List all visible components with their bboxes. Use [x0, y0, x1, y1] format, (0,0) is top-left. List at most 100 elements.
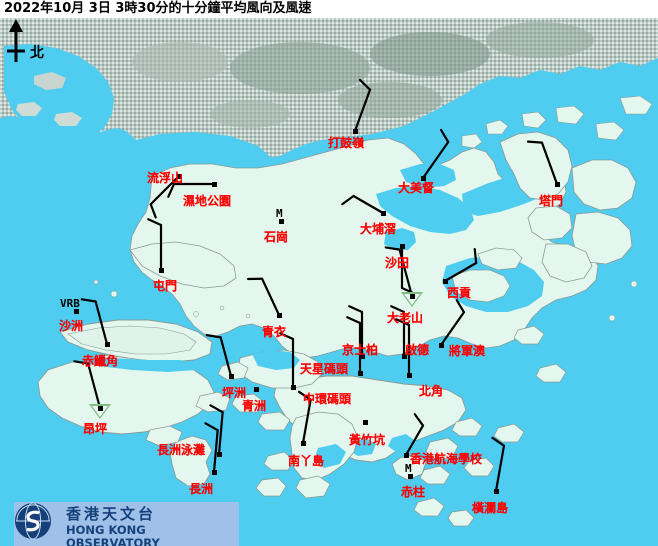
station-marker-dot	[402, 354, 407, 359]
station-marker-dot	[421, 176, 426, 181]
station-marker-dot	[404, 453, 409, 458]
station-label: 赤柱	[401, 485, 426, 499]
station-marker-dot	[229, 374, 234, 379]
station-marker-dot	[98, 406, 103, 411]
wind-barb	[167, 182, 216, 198]
station-wind-flag-m: M	[405, 462, 412, 475]
station-marker-dot	[74, 309, 79, 314]
wind-barb	[147, 218, 163, 272]
wind-barb	[346, 316, 362, 375]
station-wind-flag-m: M	[276, 207, 283, 220]
wind-barb	[404, 413, 425, 457]
wind-barb	[384, 246, 414, 298]
wind-barb	[80, 298, 109, 346]
station-label: 大埔滘	[360, 222, 397, 236]
station-marker-dot	[105, 342, 110, 347]
station-label: 西貢	[447, 286, 472, 300]
station-label: 坪洲	[222, 386, 247, 400]
station-label: 青洲	[242, 399, 267, 413]
hko-logo: 香港天文台 HONG KONG OBSERVATORY	[14, 502, 239, 546]
station-marker-dot	[353, 129, 358, 134]
station-label: 京士柏	[342, 343, 379, 357]
station-marker-dot	[407, 373, 412, 378]
station-label: 長洲	[189, 482, 214, 496]
station-marker-dot	[212, 470, 217, 475]
station-marker-dot	[439, 343, 444, 348]
wind-barb-layer	[73, 78, 559, 493]
station-label: 大老山	[387, 311, 424, 325]
wind-barb	[395, 318, 411, 377]
station-label: 黃竹坑	[349, 433, 386, 447]
wind-barb	[246, 277, 281, 317]
station-label: 赤鱲角	[82, 354, 119, 368]
station-label: 大美督	[398, 181, 435, 195]
station-elevation-triangle-inner	[404, 294, 420, 305]
station-label: 北角	[419, 384, 444, 398]
wind-barb	[526, 140, 559, 186]
station-label: 中環碼頭	[303, 392, 352, 406]
wind-barb	[491, 436, 506, 493]
map-geometry	[0, 18, 658, 546]
station-marker-dot	[277, 313, 282, 318]
station-marker-dot	[279, 219, 284, 224]
wind-barb	[297, 390, 312, 445]
wind-barb	[353, 78, 372, 133]
wind-barb	[341, 194, 385, 215]
station-label: 將軍澳	[449, 344, 486, 358]
station-elevation-triangle-inner	[92, 406, 108, 417]
wind-barb	[149, 174, 181, 219]
station-marker-dot	[177, 174, 182, 179]
station-label: 橫瀾島	[472, 501, 509, 515]
station-label: 沙田	[385, 256, 410, 270]
wind-barb	[348, 305, 364, 358]
wind-barb	[421, 128, 450, 180]
station-marker-dot	[212, 182, 217, 187]
station-wind-flag-vrb: VRB	[60, 297, 80, 310]
station-label: 石崗	[264, 230, 289, 244]
wind-barb	[443, 247, 478, 283]
station-label: 沙洲	[59, 319, 84, 333]
wind-barb	[205, 334, 233, 378]
wind-barb	[279, 332, 295, 389]
north-arrow-icon	[7, 19, 25, 62]
station-label: 香港航海學校	[410, 452, 483, 466]
hko-logo-icon	[14, 502, 52, 540]
station-label: 長洲泳灘	[157, 443, 206, 457]
station-label: 昂坪	[83, 422, 108, 436]
station-label: 屯門	[153, 279, 178, 293]
station-marker-dot	[410, 294, 415, 299]
logo-chinese-text: 香港天文台	[66, 505, 157, 523]
station-label: 流浮山	[147, 171, 184, 185]
wind-barb	[209, 404, 224, 456]
station-label: 青衣	[262, 325, 287, 339]
wind-barb	[390, 305, 406, 358]
station-label: 打鼓嶺	[328, 136, 365, 150]
wind-barb	[439, 299, 466, 347]
station-marker-dot	[358, 371, 363, 376]
station-label: 天星碼頭	[300, 362, 349, 376]
station-marker-dot	[291, 385, 296, 390]
station-label: 啟德	[405, 343, 430, 357]
station-marker-dot	[381, 211, 386, 216]
station-label: 南丫島	[288, 454, 325, 468]
station-marker-dot	[408, 474, 413, 479]
station-marker-dot	[555, 182, 560, 187]
station-marker-dot	[159, 268, 164, 273]
logo-english-text: HONG KONG OBSERVATORY	[66, 523, 160, 546]
station-label: 塔門	[539, 194, 564, 208]
station-marker-dot	[301, 441, 306, 446]
page-title: 2022年10月 3日 3時30分的十分鐘平均風向及風速	[4, 1, 312, 16]
station-marker-dot	[254, 387, 259, 392]
station-marker-dot	[443, 279, 448, 284]
map-canvas: 北 打鼓嶺 流浮山 濕地公園 M 石崗 大美督 塔門 大埔滘 沙田 屯門 VRB 沙洲 赤鱲角 昂坪 青衣 大…	[0, 18, 658, 546]
title-bar: 2022年10月 3日 3時30分的十分鐘平均風向及風速	[0, 0, 658, 18]
station-marker-dot	[363, 420, 368, 425]
wind-barb	[204, 422, 219, 474]
station-marker-dot	[360, 354, 365, 359]
station-marker-dot	[494, 489, 499, 494]
station-marker-dot	[217, 452, 222, 457]
north-label: 北	[30, 45, 44, 61]
station-marker-dot	[400, 244, 405, 249]
wind-barb	[73, 360, 102, 410]
